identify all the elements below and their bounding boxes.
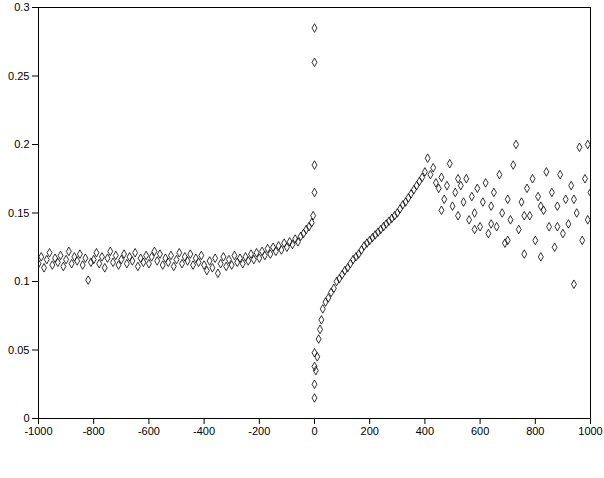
svg-text:0.1: 0.1 (14, 275, 29, 287)
svg-text:200: 200 (361, 425, 379, 437)
svg-text:0.2: 0.2 (14, 138, 29, 150)
svg-text:-800: -800 (83, 425, 105, 437)
svg-text:-400: -400 (193, 425, 215, 437)
svg-text:0.3: 0.3 (14, 1, 29, 13)
svg-text:0.05: 0.05 (8, 344, 29, 356)
svg-text:600: 600 (471, 425, 489, 437)
svg-text:0: 0 (311, 425, 317, 437)
svg-text:0.15: 0.15 (8, 207, 29, 219)
svg-text:1000: 1000 (578, 425, 602, 437)
svg-text:-600: -600 (138, 425, 160, 437)
svg-text:0: 0 (23, 412, 29, 424)
svg-text:0.25: 0.25 (8, 70, 29, 82)
svg-text:400: 400 (416, 425, 434, 437)
svg-text:-200: -200 (248, 425, 270, 437)
svg-text:800: 800 (526, 425, 544, 437)
svg-text:-1000: -1000 (24, 425, 52, 437)
